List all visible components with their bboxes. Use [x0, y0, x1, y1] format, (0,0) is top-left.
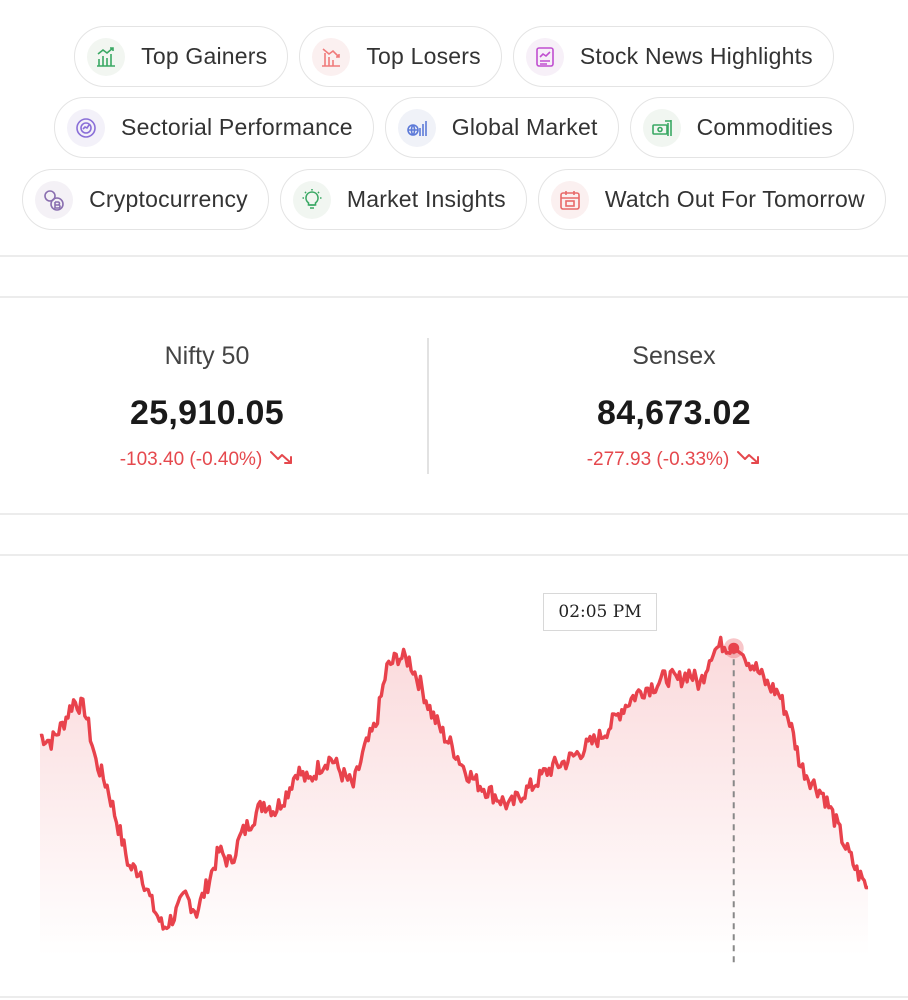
top-gainers-icon [87, 37, 126, 76]
trend-down-icon [270, 449, 294, 471]
divider [0, 513, 908, 515]
chip-label: Global Market [451, 114, 598, 140]
index-value: 25,910.05 [130, 394, 284, 432]
index-name: Sensex [632, 342, 716, 370]
index-change-text: -103.40 (-0.40%) [119, 449, 263, 470]
chart-tooltip: 02:05 PM [543, 593, 657, 631]
cryptocurrency-icon [35, 180, 74, 219]
global-market-icon [397, 108, 436, 147]
chip-row: Cryptocurrency Market Insights Watch Out… [0, 169, 908, 230]
indices-panel: Nifty 50 25,910.05 -103.40 (-0.40%) Sens… [0, 298, 908, 514]
sensex-card[interactable]: Sensex 84,673.02 -277.93 (-0.33%) [440, 298, 908, 514]
divider [0, 296, 908, 298]
quick-links: Top Gainers Top Losers Stock News Highli… [0, 0, 908, 256]
chip-label: Cryptocurrency [89, 186, 248, 212]
chip-watch-out-for-tomorrow[interactable]: Watch Out For Tomorrow [537, 169, 886, 230]
intraday-chart[interactable]: 02:05 PM [0, 556, 908, 996]
chip-commodities[interactable]: Commodities [629, 97, 854, 158]
calendar-icon [550, 180, 589, 219]
chip-cryptocurrency[interactable]: Cryptocurrency [22, 169, 269, 230]
trend-down-icon [737, 449, 761, 471]
top-losers-icon [312, 37, 351, 76]
index-value: 84,673.02 [597, 394, 751, 432]
chip-row: Sectorial Performance Global Market Comm… [0, 97, 908, 158]
chip-label: Stock News Highlights [579, 43, 813, 69]
index-change: -103.40 (-0.40%) [0, 449, 414, 471]
chip-stock-news-highlights[interactable]: Stock News Highlights [512, 26, 834, 87]
index-change-text: -277.93 (-0.33%) [586, 449, 730, 470]
highlight-point[interactable] [728, 642, 740, 654]
index-change: -277.93 (-0.33%) [440, 449, 908, 471]
chip-sectorial-performance[interactable]: Sectorial Performance [54, 97, 374, 158]
chip-label: Sectorial Performance [121, 114, 353, 140]
chip-row: Top Gainers Top Losers Stock News Highli… [0, 26, 908, 87]
chip-market-insights[interactable]: Market Insights [279, 169, 527, 230]
sectorial-performance-icon [67, 108, 106, 147]
chip-label: Top Gainers [141, 43, 268, 69]
commodities-icon [642, 108, 681, 147]
market-insights-icon [292, 180, 331, 219]
vertical-divider [427, 338, 429, 474]
index-name: Nifty 50 [164, 342, 250, 370]
chip-top-losers[interactable]: Top Losers [299, 26, 502, 87]
chart-area-fill [40, 637, 868, 956]
divider [0, 255, 908, 257]
chart-svg [39, 635, 869, 966]
divider [0, 554, 908, 556]
chip-label: Top Losers [366, 43, 481, 69]
divider [0, 996, 908, 998]
price-line [39, 635, 869, 931]
chip-top-gainers[interactable]: Top Gainers [74, 26, 289, 87]
nifty-50-card[interactable]: Nifty 50 25,910.05 -103.40 (-0.40%) [0, 298, 414, 514]
stock-news-icon [525, 37, 564, 76]
chip-label: Commodities [696, 114, 833, 140]
chip-label: Watch Out For Tomorrow [604, 186, 865, 212]
chip-label: Market Insights [346, 186, 506, 212]
chip-global-market[interactable]: Global Market [384, 97, 619, 158]
